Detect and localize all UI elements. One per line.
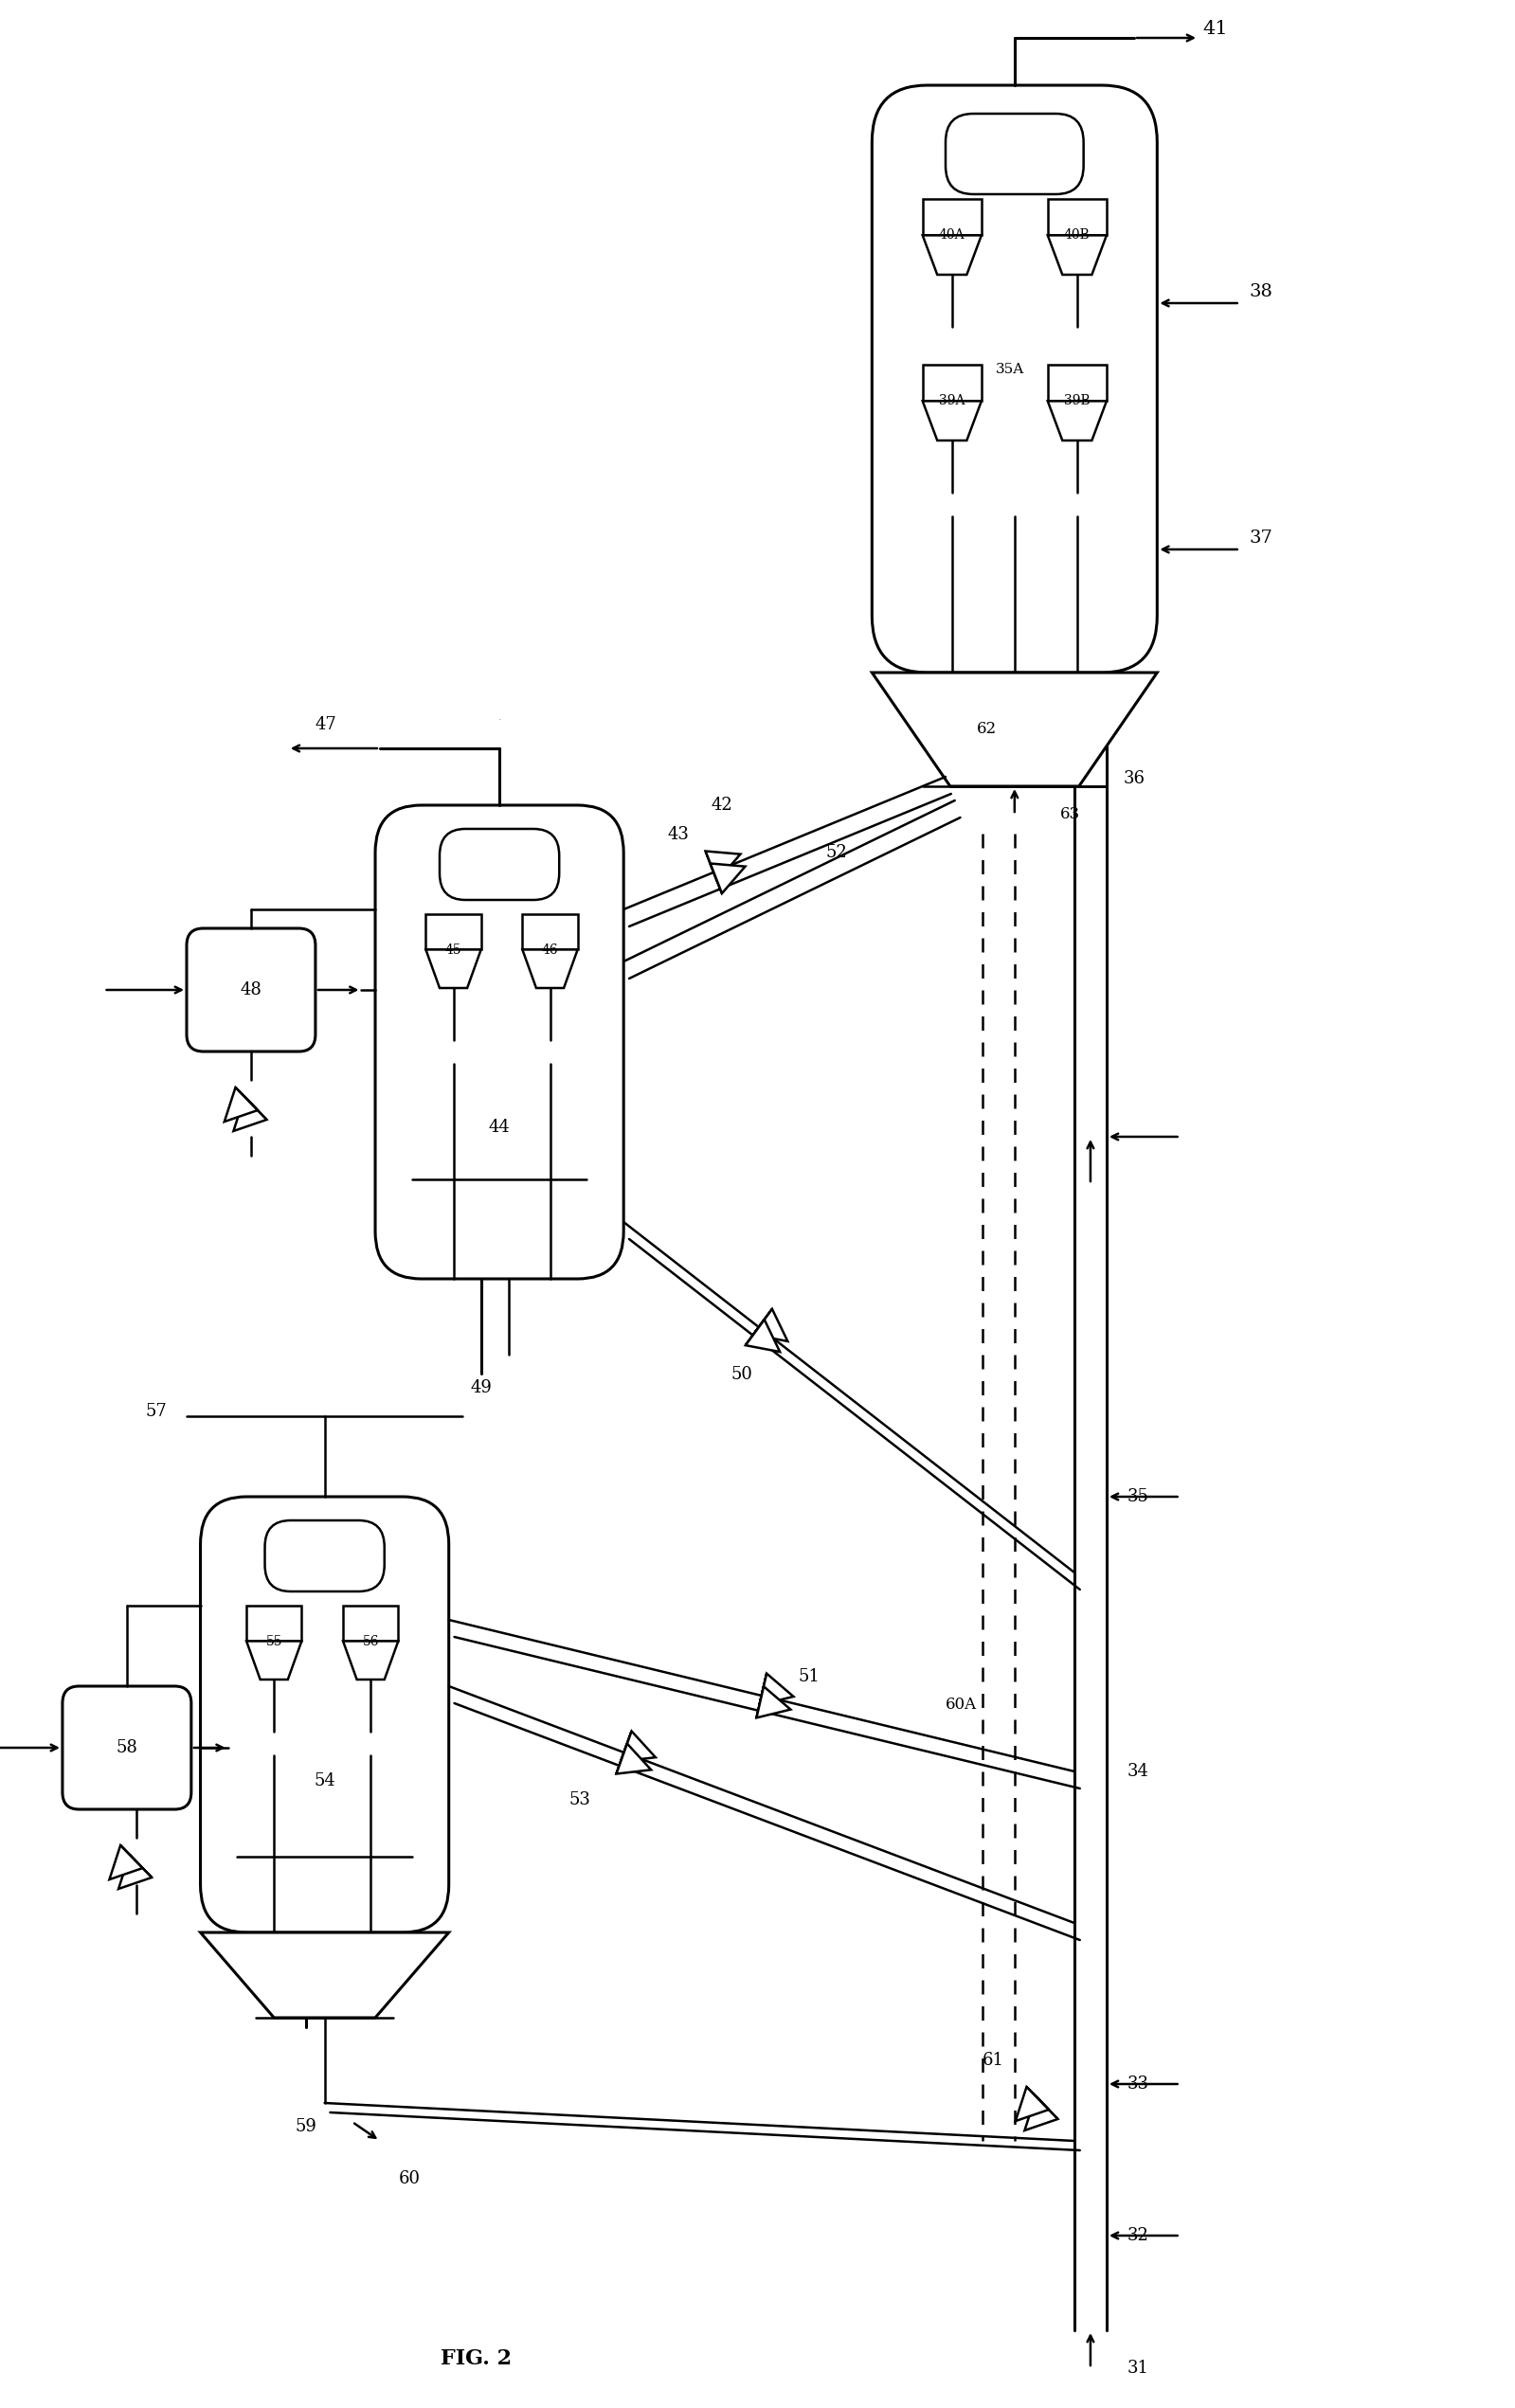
Bar bbox=[247, 1606, 301, 1642]
FancyBboxPatch shape bbox=[945, 113, 1083, 195]
Text: 62: 62 bbox=[977, 722, 997, 737]
Bar bbox=[1048, 364, 1106, 402]
Polygon shape bbox=[617, 1743, 627, 1775]
Text: 56: 56 bbox=[362, 1635, 379, 1649]
Bar bbox=[923, 364, 982, 402]
Text: 54: 54 bbox=[314, 1772, 335, 1789]
Text: 40B: 40B bbox=[1064, 229, 1091, 241]
Polygon shape bbox=[120, 1845, 142, 1869]
Text: 61: 61 bbox=[982, 2052, 1004, 2068]
Polygon shape bbox=[523, 949, 577, 987]
Polygon shape bbox=[745, 1320, 780, 1351]
Text: 35: 35 bbox=[1127, 1488, 1148, 1505]
Polygon shape bbox=[923, 402, 982, 441]
FancyBboxPatch shape bbox=[200, 1498, 448, 1934]
Polygon shape bbox=[233, 1098, 267, 1132]
Bar bbox=[923, 200, 982, 236]
Text: 63: 63 bbox=[1060, 807, 1080, 824]
Polygon shape bbox=[621, 1731, 656, 1760]
Text: 57: 57 bbox=[145, 1404, 167, 1421]
Text: 60A: 60A bbox=[945, 1698, 977, 1712]
FancyBboxPatch shape bbox=[186, 929, 315, 1052]
Text: 39A: 39A bbox=[939, 395, 965, 407]
Text: 41: 41 bbox=[1203, 19, 1229, 39]
Polygon shape bbox=[759, 1674, 794, 1705]
Polygon shape bbox=[235, 1088, 258, 1110]
Polygon shape bbox=[706, 850, 717, 881]
Text: 59: 59 bbox=[295, 2119, 317, 2136]
Bar bbox=[1048, 200, 1106, 236]
Polygon shape bbox=[706, 850, 741, 881]
Polygon shape bbox=[745, 1320, 765, 1346]
Polygon shape bbox=[1048, 236, 1106, 275]
Polygon shape bbox=[873, 672, 1157, 787]
Polygon shape bbox=[759, 1674, 767, 1705]
Text: 52: 52 bbox=[826, 845, 847, 862]
Polygon shape bbox=[426, 949, 482, 987]
Polygon shape bbox=[118, 1854, 152, 1888]
Text: 46: 46 bbox=[542, 944, 559, 956]
Bar bbox=[426, 915, 482, 949]
Text: 38: 38 bbox=[1250, 284, 1273, 301]
Polygon shape bbox=[109, 1845, 142, 1881]
Text: 37: 37 bbox=[1250, 530, 1273, 547]
FancyBboxPatch shape bbox=[62, 1686, 191, 1808]
Polygon shape bbox=[200, 1934, 448, 2018]
Text: 43: 43 bbox=[668, 826, 689, 843]
Text: 33: 33 bbox=[1127, 2076, 1148, 2093]
Text: 60: 60 bbox=[398, 2170, 420, 2186]
Polygon shape bbox=[756, 1686, 791, 1717]
Text: 36: 36 bbox=[1123, 771, 1145, 787]
Text: 39B: 39B bbox=[1064, 395, 1091, 407]
Polygon shape bbox=[617, 1743, 651, 1775]
Text: 32: 32 bbox=[1127, 2227, 1148, 2244]
Text: 35A: 35A bbox=[995, 364, 1024, 376]
Polygon shape bbox=[1024, 2097, 1057, 2131]
Text: 49: 49 bbox=[470, 1380, 492, 1397]
Text: 42: 42 bbox=[711, 797, 733, 814]
Text: 40A: 40A bbox=[939, 229, 965, 241]
Polygon shape bbox=[753, 1310, 788, 1341]
Polygon shape bbox=[711, 864, 745, 893]
FancyBboxPatch shape bbox=[376, 804, 624, 1279]
Text: 48: 48 bbox=[241, 982, 262, 999]
Polygon shape bbox=[247, 1642, 301, 1678]
Text: FIG. 2: FIG. 2 bbox=[441, 2348, 512, 2369]
Text: 44: 44 bbox=[489, 1120, 511, 1137]
FancyBboxPatch shape bbox=[439, 828, 559, 901]
Text: 45: 45 bbox=[445, 944, 462, 956]
Polygon shape bbox=[1036, 2097, 1057, 2119]
Text: 58: 58 bbox=[117, 1739, 138, 1755]
Text: 51: 51 bbox=[798, 1669, 820, 1686]
Polygon shape bbox=[711, 864, 723, 893]
Polygon shape bbox=[342, 1642, 398, 1678]
Polygon shape bbox=[756, 1686, 764, 1717]
Polygon shape bbox=[621, 1731, 632, 1760]
Polygon shape bbox=[1015, 2088, 1048, 2121]
Polygon shape bbox=[1027, 2088, 1048, 2109]
Polygon shape bbox=[753, 1310, 773, 1334]
Text: 53: 53 bbox=[568, 1792, 591, 1808]
Polygon shape bbox=[224, 1088, 258, 1122]
Polygon shape bbox=[923, 236, 982, 275]
Text: 34: 34 bbox=[1127, 1763, 1148, 1780]
Text: 50: 50 bbox=[732, 1365, 753, 1382]
Polygon shape bbox=[1048, 402, 1106, 441]
Polygon shape bbox=[244, 1098, 267, 1120]
Text: 31: 31 bbox=[1127, 2360, 1148, 2377]
FancyBboxPatch shape bbox=[265, 1519, 385, 1592]
Text: 55: 55 bbox=[265, 1635, 282, 1649]
Text: 47: 47 bbox=[315, 715, 336, 732]
Bar bbox=[342, 1606, 398, 1642]
Bar bbox=[523, 915, 577, 949]
FancyBboxPatch shape bbox=[873, 84, 1157, 672]
Polygon shape bbox=[130, 1854, 152, 1878]
